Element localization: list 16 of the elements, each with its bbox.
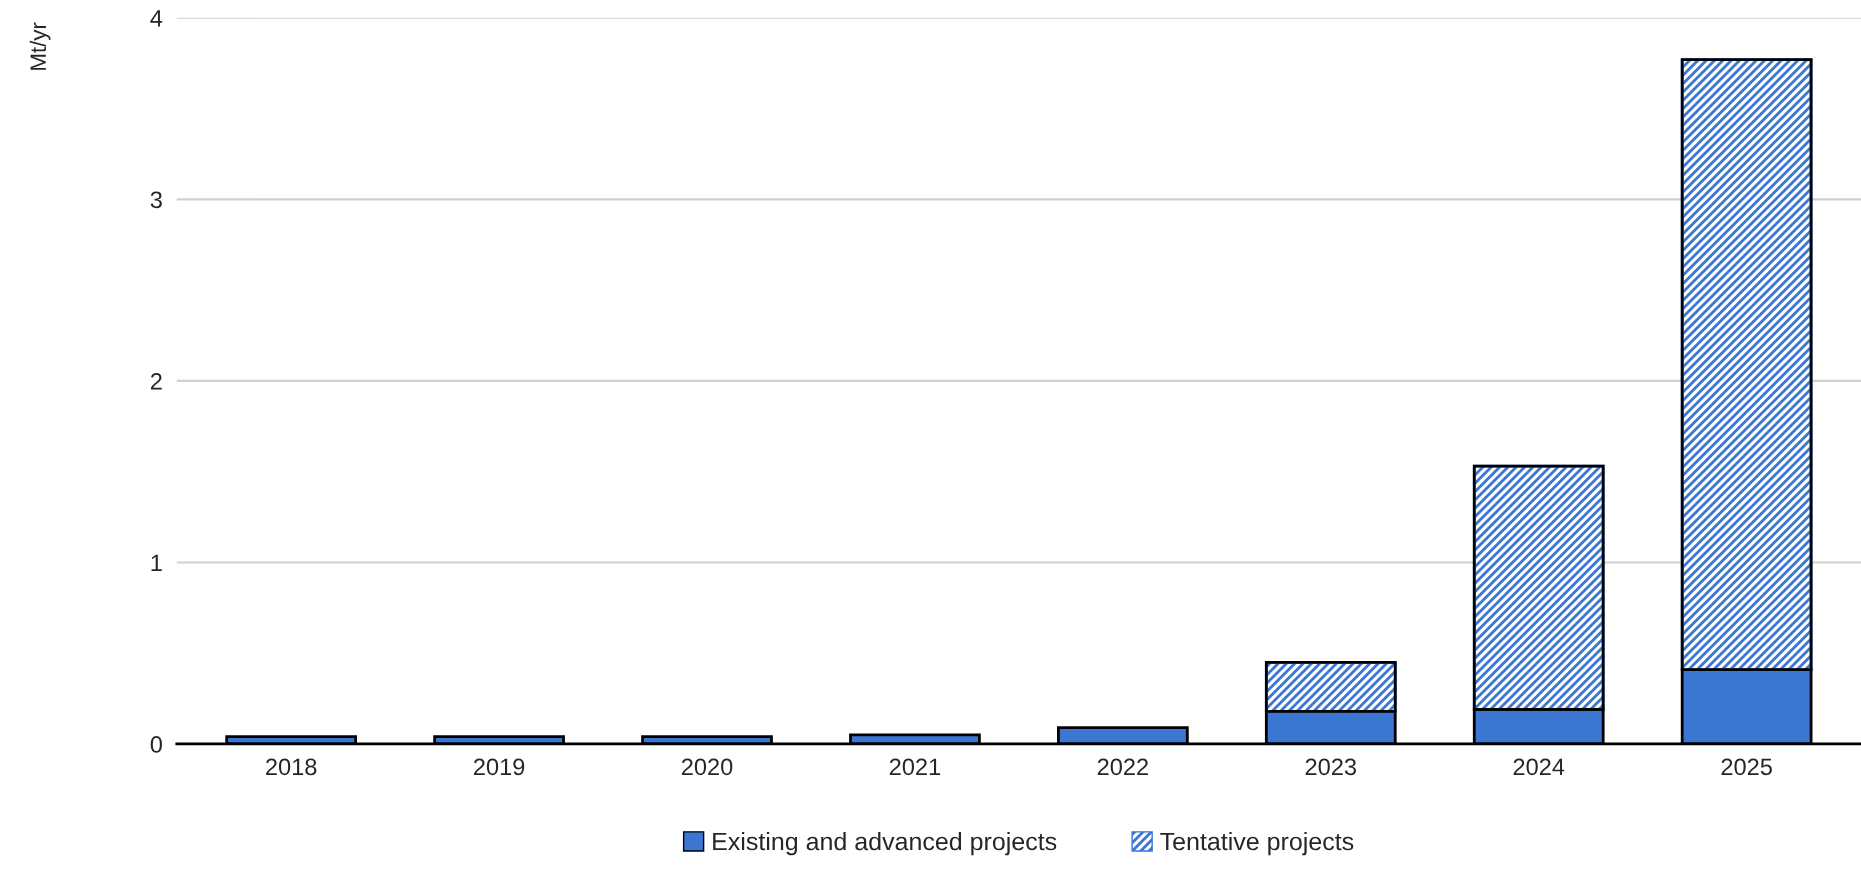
x-tick-label: 2023 [1305,758,1357,776]
y-tick-label: 3 [150,191,162,209]
x-tick-label: 2024 [1513,758,1565,776]
legend-label: Existing and advanced projects [713,831,1057,856]
x-tick-label: 2019 [474,758,525,776]
y-tick-label: 1 [151,554,162,571]
y-tick-label: 2 [150,372,162,390]
legend-label: Tentative projects [1160,831,1354,856]
y-tick-label: 4 [150,10,163,27]
x-tick-label: 2022 [1097,758,1148,776]
y-tick-label: 0 [150,736,162,753]
x-tick-label: 2018 [266,758,317,776]
x-tick-label: 2020 [681,758,733,776]
x-tick-label: 2025 [1721,758,1772,776]
y-axis-title: Mt/yr [29,22,51,70]
x-tick-label: 2021 [889,758,941,776]
